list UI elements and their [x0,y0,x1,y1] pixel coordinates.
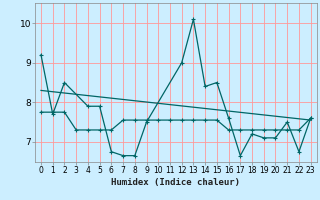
X-axis label: Humidex (Indice chaleur): Humidex (Indice chaleur) [111,178,240,187]
